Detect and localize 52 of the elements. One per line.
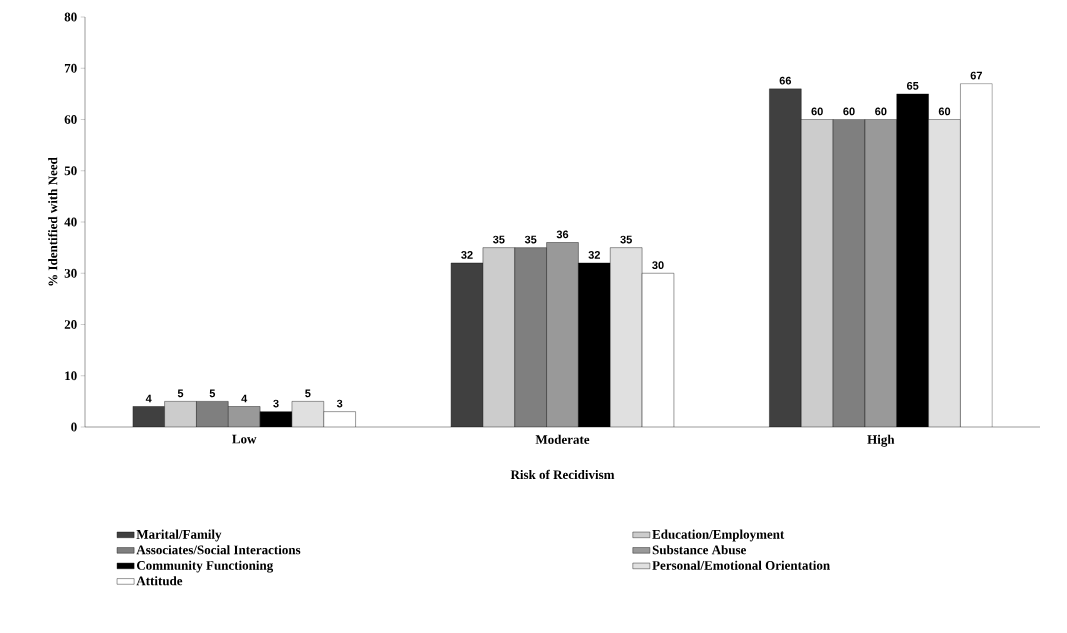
data-label: 35 (620, 235, 632, 244)
x-tick-label: High (867, 434, 895, 447)
y-tick-label: 50 (64, 166, 77, 176)
legend-label: Marital/Family (136, 529, 222, 542)
legend-label: Personal/Emotional Orientation (652, 560, 830, 570)
bar (482, 247, 515, 427)
x-tick-label: Low (232, 434, 257, 444)
data-label: 35 (492, 235, 505, 244)
bar (801, 119, 834, 427)
legend-label: Attitude (136, 576, 183, 586)
bar (928, 119, 961, 427)
bar (832, 119, 866, 427)
data-label: 66 (779, 76, 792, 85)
data-label: 60 (875, 107, 887, 116)
data-label: 67 (970, 71, 982, 80)
bar (546, 242, 579, 427)
data-label: 5 (305, 389, 311, 398)
data-label: 60 (811, 107, 823, 116)
bar (610, 247, 643, 427)
data-label: 35 (524, 235, 537, 244)
data-label: 4 (241, 394, 248, 403)
bar (196, 401, 229, 427)
legend-label: Community Functioning (136, 560, 274, 573)
bar (164, 401, 197, 427)
data-label: 32 (461, 251, 473, 259)
data-label: 3 (336, 399, 343, 408)
bar (864, 119, 897, 427)
y-tick-label: 10 (65, 371, 77, 381)
data-label: 65 (906, 81, 919, 90)
data-label: 60 (938, 107, 951, 116)
data-label: 5 (177, 389, 184, 398)
y-tick-label: 60 (64, 115, 77, 124)
data-label: 4 (145, 394, 152, 403)
x-tick-label: Moderate (535, 434, 590, 444)
y-tick-label: 30 (64, 268, 77, 278)
y-tick-label: 20 (64, 320, 77, 329)
y-tick-label: 40 (64, 217, 77, 227)
legend-label: Education/Employment (652, 529, 785, 542)
data-label: 32 (588, 251, 601, 259)
data-label: 60 (843, 107, 855, 116)
y-tick-label: 0 (71, 422, 77, 432)
y-tick-label: 70 (64, 63, 77, 73)
y-tick-label: 80 (64, 12, 77, 22)
legend-label: Substance Abuse (652, 545, 746, 555)
legend-label: Associates/Social Interactions (136, 545, 301, 555)
data-label: 36 (556, 230, 569, 239)
bar (514, 247, 547, 427)
x-axis-title: Risk of Recidivism (510, 469, 615, 480)
data-label: 3 (273, 399, 279, 408)
y-axis-title: % Identified with Need (48, 157, 58, 286)
data-label: 30 (652, 261, 664, 270)
data-label: 5 (209, 389, 216, 398)
